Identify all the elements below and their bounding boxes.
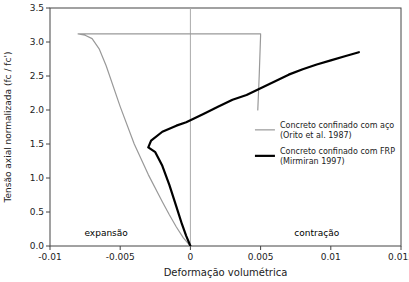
x-axis-label: Deformação volumétrica [164, 267, 288, 278]
x-tick-label: 0.005 [248, 252, 274, 262]
x-tick-label: 0 [188, 252, 194, 262]
x-tick-label: -0.005 [106, 252, 135, 262]
y-tick [46, 178, 50, 179]
annotation: contração [294, 228, 339, 238]
y-tick [46, 110, 50, 111]
legend-label: Concreto confinado com aço(Orito et al. … [280, 121, 394, 140]
y-tick-label: 2.5 [30, 71, 44, 81]
x-tick-label: 0.015 [388, 252, 409, 262]
y-tick-label: 1.0 [30, 173, 45, 183]
y-tick [46, 8, 50, 9]
y-tick [46, 76, 50, 77]
legend-label: Concreto confinado com FRP(Mirmiran 1997… [280, 147, 395, 166]
y-tick [46, 212, 50, 213]
x-tick [190, 246, 191, 250]
x-tick [120, 246, 121, 250]
plot-frame [50, 8, 401, 246]
y-tick [46, 144, 50, 145]
series-line [78, 34, 261, 246]
x-tick [50, 246, 51, 250]
y-tick-label: 0.5 [30, 207, 44, 217]
legend-swatch [255, 155, 275, 157]
chart: -0.01 -0.005 0 0.005 0.01 0.015 0.0 0.5 1.0 1.5 2.… [0, 0, 409, 282]
legend: Concreto confinado com aço(Orito et al. … [255, 121, 395, 166]
x-tick [401, 246, 402, 250]
x-tick [330, 246, 331, 250]
legend-swatch [255, 129, 275, 130]
x-tick [260, 246, 261, 250]
y-tick [46, 42, 50, 43]
reference-line [190, 8, 191, 246]
x-tick-label: -0.01 [38, 252, 61, 262]
y-tick-label: 0.0 [30, 241, 45, 251]
x-tick-label: 0.01 [321, 252, 341, 262]
y-tick-label: 2.0 [30, 105, 45, 115]
y-tick [46, 246, 50, 247]
y-tick-label: 3.0 [30, 37, 45, 47]
y-tick-label: 1.5 [30, 139, 44, 149]
y-tick-label: 3.5 [30, 3, 44, 13]
annotation: expansão [84, 228, 128, 238]
y-axis-label: Tensão axial normalizada (fc / fc') [3, 52, 13, 204]
